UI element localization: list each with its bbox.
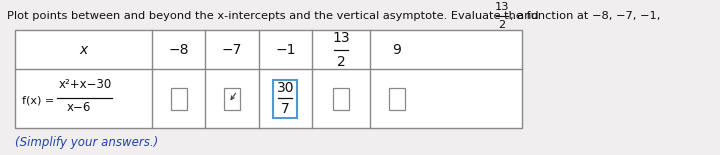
Text: x²+x−30: x²+x−30 <box>58 78 112 91</box>
Text: 2: 2 <box>337 55 346 69</box>
Text: x: x <box>80 43 88 57</box>
Text: 2: 2 <box>498 20 505 30</box>
Bar <box>389 88 405 110</box>
Text: 7: 7 <box>281 102 289 116</box>
Text: 13: 13 <box>332 31 350 45</box>
Text: 30: 30 <box>276 81 294 95</box>
Bar <box>15 30 522 128</box>
Text: (Simplify your answers.): (Simplify your answers.) <box>15 136 158 149</box>
Text: −1: −1 <box>275 43 296 57</box>
Bar <box>274 80 297 117</box>
Text: 13: 13 <box>495 2 509 12</box>
Bar <box>225 88 240 110</box>
Text: −8: −8 <box>168 43 189 57</box>
Bar <box>333 88 348 110</box>
Text: −7: −7 <box>222 43 243 57</box>
Text: f(x) =: f(x) = <box>22 96 55 106</box>
Text: , and: , and <box>510 11 539 21</box>
Text: Plot points between and beyond the x-intercepts and the vertical asymptote. Eval: Plot points between and beyond the x-int… <box>7 11 660 21</box>
Text: x−6: x−6 <box>67 101 91 114</box>
Bar <box>171 88 186 110</box>
Text: 9: 9 <box>392 43 401 57</box>
